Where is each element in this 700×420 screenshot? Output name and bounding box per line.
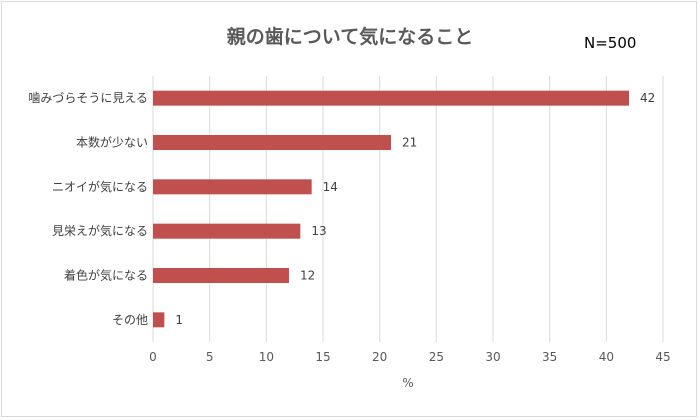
category-label: 本数が少ない bbox=[76, 135, 148, 150]
category-label: 着色が気になる bbox=[64, 268, 148, 283]
x-tick-label: 15 bbox=[315, 350, 330, 364]
bar bbox=[153, 135, 391, 150]
x-axis-label: % bbox=[402, 376, 413, 390]
data-label: 12 bbox=[300, 269, 315, 283]
category-label: 噛みづらそうに見える bbox=[28, 91, 148, 105]
sample-size-label: N=500 bbox=[584, 34, 637, 52]
data-label: 14 bbox=[323, 180, 338, 194]
x-tick-label: 40 bbox=[599, 350, 614, 364]
category-label: その他 bbox=[112, 313, 148, 327]
category-label: 見栄えが気になる bbox=[52, 223, 148, 238]
x-tick-label: 30 bbox=[485, 350, 500, 364]
x-tick-label: 20 bbox=[372, 350, 387, 364]
x-tick-label: 10 bbox=[259, 350, 274, 364]
x-tick-label: 5 bbox=[206, 350, 214, 364]
bar bbox=[153, 90, 629, 106]
x-tick-label: 45 bbox=[655, 350, 670, 364]
data-label: 13 bbox=[311, 224, 326, 238]
chart-title: 親の歯について気になること bbox=[226, 26, 474, 48]
data-label: 21 bbox=[402, 136, 417, 150]
x-tick-label: 0 bbox=[149, 350, 157, 364]
x-tick-label: 35 bbox=[542, 350, 557, 364]
bar bbox=[153, 312, 165, 328]
bar bbox=[153, 179, 312, 195]
data-label: 1 bbox=[175, 313, 183, 327]
data-label: 42 bbox=[640, 91, 655, 105]
category-label: ニオイが気になる bbox=[52, 179, 148, 194]
bar bbox=[153, 223, 301, 239]
bar bbox=[153, 268, 289, 283]
x-tick-label: 25 bbox=[429, 350, 444, 364]
